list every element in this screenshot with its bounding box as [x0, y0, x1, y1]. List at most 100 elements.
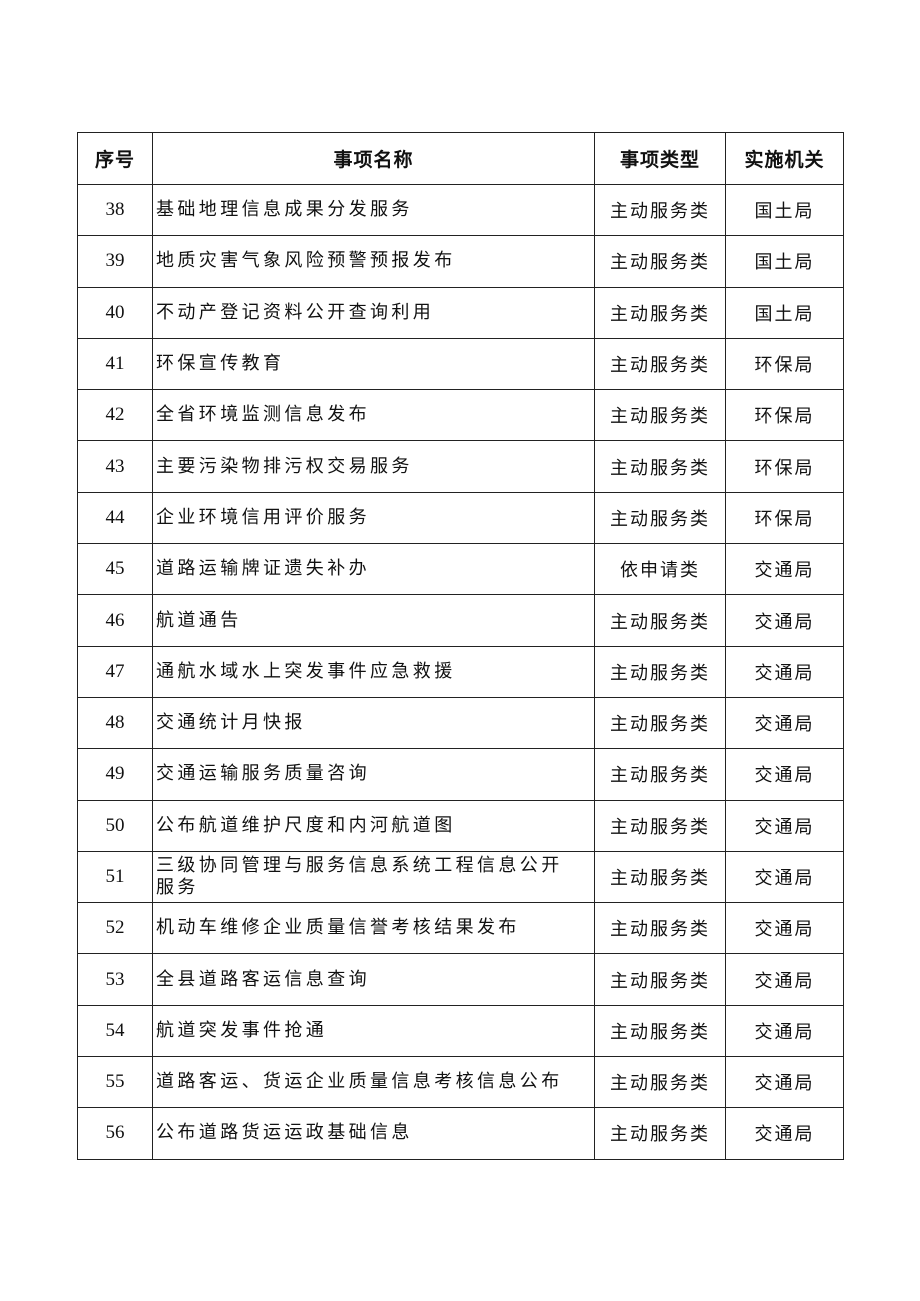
row-item-name-cell: 三级协同管理与服务信息系统工程信息公开服务: [152, 850, 595, 904]
table-row: 40 不动产登记资料公开查询利用 主动服务类 国土局: [77, 286, 844, 339]
row-item-type: 主动服务类: [594, 1107, 726, 1160]
row-number: 55: [77, 1056, 153, 1109]
row-number: 47: [77, 645, 153, 698]
row-item-name: 机动车维修企业质量信誉考核结果发布: [156, 917, 520, 939]
table-row: 50 公布航道维护尺度和内河航道图 主动服务类 交通局: [77, 799, 844, 852]
row-item-name: 通航水域水上突发事件应急救援: [156, 660, 456, 682]
table-row: 42 全省环境监测信息发布 主动服务类 环保局: [77, 389, 844, 442]
row-item-name: 全县道路客运信息查询: [156, 968, 370, 990]
row-number: 42: [77, 389, 153, 442]
row-item-name: 交通统计月快报: [156, 712, 306, 734]
row-item-name-cell: 航道通告: [152, 594, 595, 647]
row-item-name-cell: 交通运输服务质量咨询: [152, 748, 595, 801]
row-agency: 交通局: [725, 594, 844, 647]
table-row: 38 基础地理信息成果分发服务 主动服务类 国土局: [77, 183, 844, 237]
row-number: 41: [77, 337, 153, 391]
table-row: 51 三级协同管理与服务信息系统工程信息公开服务 主动服务类 交通局: [77, 850, 844, 904]
row-item-name: 公布道路货运运政基础信息: [156, 1122, 413, 1144]
row-agency: 交通局: [725, 543, 844, 596]
header-item-name: 事项名称: [152, 132, 595, 185]
row-number: 50: [77, 799, 153, 852]
table-body: 38 基础地理信息成果分发服务 主动服务类 国土局 39 地质灾害气象风险预警预报发布 主动…: [77, 183, 844, 1160]
row-agency: 交通局: [725, 1107, 844, 1160]
row-agency: 国土局: [725, 183, 844, 237]
row-agency: 交通局: [725, 645, 844, 698]
row-item-name: 环保宣传教育: [156, 353, 285, 375]
table-row: 48 交通统计月快报 主动服务类 交通局: [77, 696, 844, 750]
row-item-name-cell: 全省环境监测信息发布: [152, 389, 595, 442]
row-item-name-cell: 环保宣传教育: [152, 337, 595, 391]
row-number: 46: [77, 594, 153, 647]
row-item-type: 主动服务类: [594, 440, 726, 493]
row-number: 54: [77, 1004, 153, 1058]
row-item-name: 三级协同管理与服务信息系统工程信息公开服务: [156, 855, 563, 898]
table-row: 54 航道突发事件抢通 主动服务类 交通局: [77, 1004, 844, 1058]
row-item-type: 主动服务类: [594, 696, 726, 750]
row-item-name: 全省环境监测信息发布: [156, 404, 370, 426]
row-item-name: 不动产登记资料公开查询利用: [156, 301, 435, 323]
row-item-name-cell: 航道突发事件抢通: [152, 1004, 595, 1058]
row-item-type: 主动服务类: [594, 235, 726, 288]
row-item-name-cell: 道路客运、货运企业质量信息考核信息公布: [152, 1056, 595, 1109]
table-row: 44 企业环境信用评价服务 主动服务类 环保局: [77, 491, 844, 545]
row-item-type: 主动服务类: [594, 645, 726, 698]
row-number: 49: [77, 748, 153, 801]
row-item-type: 主动服务类: [594, 491, 726, 545]
service-items-table: 序号 事项名称 事项类型 实施机关 38 基础地理信息成果分发服务 主动服务类 国土局…: [77, 132, 844, 1160]
header-item-type: 事项类型: [594, 132, 726, 185]
row-item-name: 企业环境信用评价服务: [156, 506, 370, 528]
table-row: 56 公布道路货运运政基础信息 主动服务类 交通局: [77, 1107, 844, 1160]
row-item-name-cell: 企业环境信用评价服务: [152, 491, 595, 545]
table-row: 43 主要污染物排污权交易服务 主动服务类 环保局: [77, 440, 844, 493]
row-agency: 国土局: [725, 286, 844, 339]
table-row: 39 地质灾害气象风险预警预报发布 主动服务类 国土局: [77, 235, 844, 288]
row-item-name: 地质灾害气象风险预警预报发布: [156, 250, 456, 272]
row-item-name-cell: 机动车维修企业质量信誉考核结果发布: [152, 902, 595, 955]
header-number: 序号: [77, 132, 153, 185]
row-item-name: 道路运输牌证遗失补办: [156, 558, 370, 580]
row-item-name: 航道通告: [156, 609, 242, 631]
row-item-type: 主动服务类: [594, 748, 726, 801]
row-number: 44: [77, 491, 153, 545]
row-agency: 交通局: [725, 1004, 844, 1058]
row-number: 38: [77, 183, 153, 237]
row-number: 40: [77, 286, 153, 339]
table-row: 45 道路运输牌证遗失补办 依申请类 交通局: [77, 543, 844, 596]
row-item-name: 航道突发事件抢通: [156, 1019, 328, 1041]
table-row: 55 道路客运、货运企业质量信息考核信息公布 主动服务类 交通局: [77, 1056, 844, 1109]
row-item-type: 依申请类: [594, 543, 726, 596]
row-agency: 国土局: [725, 235, 844, 288]
row-item-name: 主要污染物排污权交易服务: [156, 455, 413, 477]
row-number: 52: [77, 902, 153, 955]
row-item-name-cell: 主要污染物排污权交易服务: [152, 440, 595, 493]
row-item-name-cell: 基础地理信息成果分发服务: [152, 183, 595, 237]
header-row: 序号 事项名称 事项类型 实施机关: [77, 132, 844, 185]
row-item-type: 主动服务类: [594, 1004, 726, 1058]
row-agency: 环保局: [725, 389, 844, 442]
table-row: 52 机动车维修企业质量信誉考核结果发布 主动服务类 交通局: [77, 902, 844, 955]
row-item-type: 主动服务类: [594, 337, 726, 391]
row-number: 53: [77, 953, 153, 1006]
row-number: 51: [77, 850, 153, 904]
row-agency: 交通局: [725, 902, 844, 955]
table-row: 49 交通运输服务质量咨询 主动服务类 交通局: [77, 748, 844, 801]
row-agency: 交通局: [725, 953, 844, 1006]
row-item-name: 交通运输服务质量咨询: [156, 763, 370, 785]
table-row: 46 航道通告 主动服务类 交通局: [77, 594, 844, 647]
row-item-type: 主动服务类: [594, 799, 726, 852]
row-item-type: 主动服务类: [594, 850, 726, 904]
row-item-name-cell: 通航水域水上突发事件应急救援: [152, 645, 595, 698]
table-row: 47 通航水域水上突发事件应急救援 主动服务类 交通局: [77, 645, 844, 698]
row-number: 48: [77, 696, 153, 750]
table-row: 41 环保宣传教育 主动服务类 环保局: [77, 337, 844, 391]
row-agency: 环保局: [725, 337, 844, 391]
row-item-type: 主动服务类: [594, 286, 726, 339]
row-item-name: 基础地理信息成果分发服务: [156, 199, 413, 221]
row-item-name-cell: 道路运输牌证遗失补办: [152, 543, 595, 596]
row-item-name-cell: 公布航道维护尺度和内河航道图: [152, 799, 595, 852]
row-item-name-cell: 交通统计月快报: [152, 696, 595, 750]
row-item-type: 主动服务类: [594, 389, 726, 442]
row-number: 56: [77, 1107, 153, 1160]
row-agency: 交通局: [725, 799, 844, 852]
row-agency: 交通局: [725, 696, 844, 750]
